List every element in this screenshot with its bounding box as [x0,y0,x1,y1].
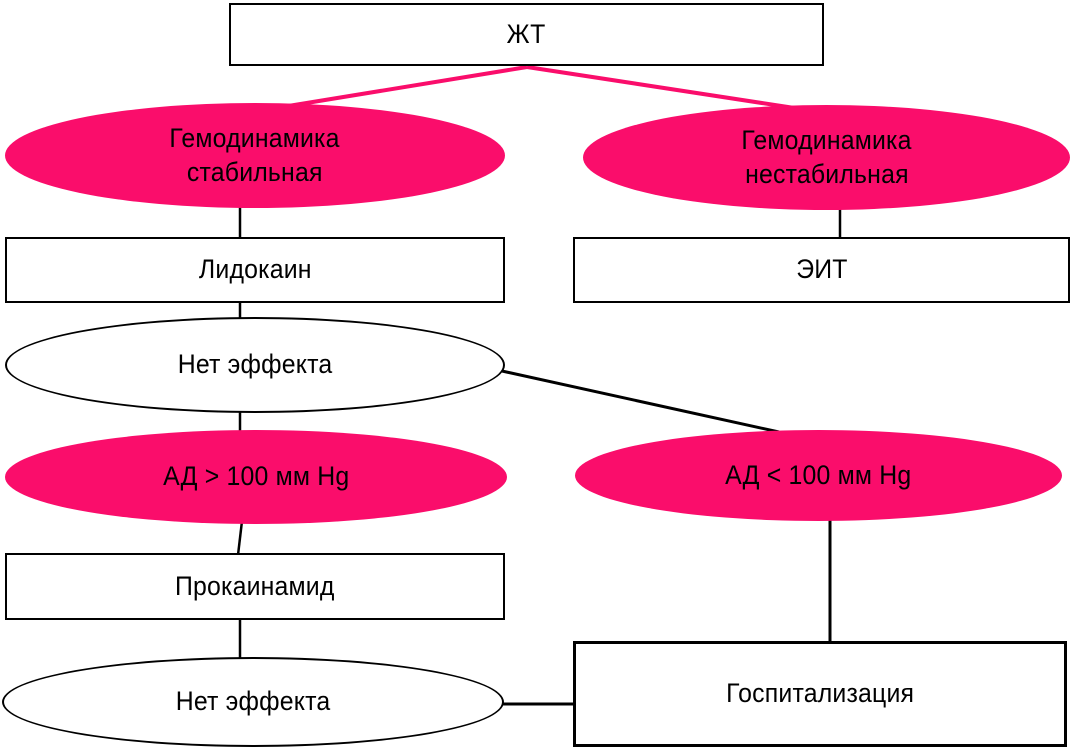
node-hospitalization-label: Госпитализация [726,678,914,709]
node-lidocaine: Лидокаин [5,237,505,303]
node-zht: ЖТ [229,3,824,66]
node-no-effect-2: Нет эффекта [2,657,504,747]
node-eit: ЭИТ [573,237,1070,303]
node-hemodynamics-stable-line1: Гемодинамика [169,122,341,153]
node-hemodynamics-unstable-line2: нестабильная [744,158,909,189]
edge-noeffect1-bplow [501,369,780,434]
node-bp-below-100-label: АД < 100 мм Hg [725,459,912,490]
node-eit-label: ЭИТ [795,254,848,285]
node-bp-above-100-label: АД > 100 мм Hg [162,461,350,492]
node-bp-above-100: АД > 100 мм Hg [5,430,507,524]
node-zht-label: ЖТ [507,18,546,49]
node-hemodynamics-stable: Гемодинамика стабильная [5,103,505,208]
node-lidocaine-label: Лидокаин [198,254,312,285]
node-procainamide-label: Прокаинамид [175,570,335,601]
node-no-effect-1: Нет эффекта [5,317,505,413]
node-no-effect-2-label: Нет эффекта [175,686,331,717]
node-hemodynamics-stable-line2: стабильная [187,156,323,187]
node-bp-below-100: АД < 100 мм Hg [575,430,1062,521]
node-no-effect-1-label: Нет эффекта [177,349,333,380]
edge-root-unstable [526,65,802,111]
node-procainamide: Прокаинамид [5,553,505,620]
edge-root-stable [275,65,528,110]
node-hospitalization: Госпитализация [573,641,1067,747]
node-hemodynamics-unstable: Гемодинамика нестабильная [583,105,1070,210]
node-hemodynamics-unstable-line1: Гемодинамика [741,124,912,155]
edge-bphigh-procainamide [236,520,244,556]
